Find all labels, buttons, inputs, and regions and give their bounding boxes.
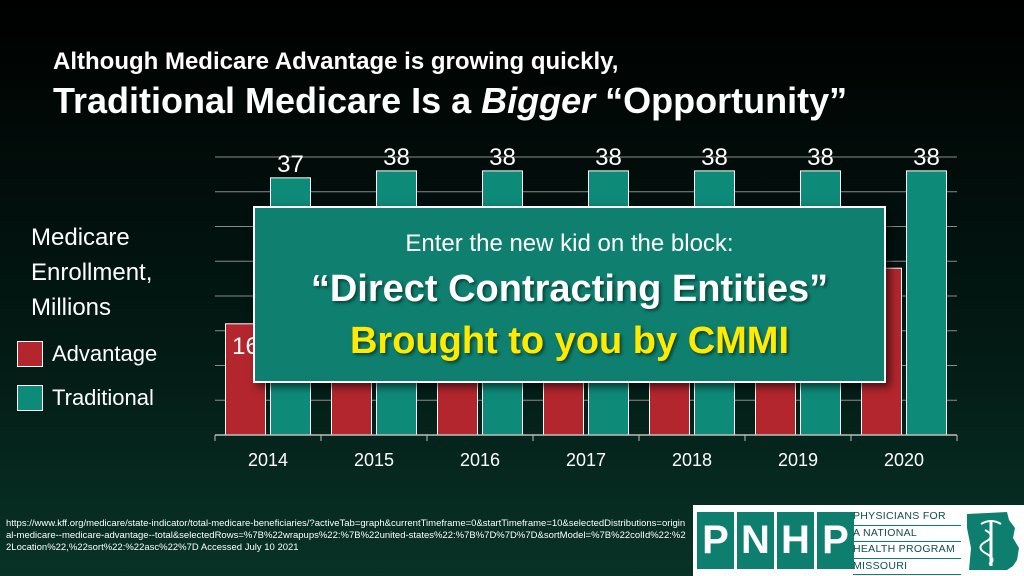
data-label-traditional: 38 bbox=[913, 144, 940, 171]
pnhp-missouri-logo: P N H P PHYSICIANS FOR A NATIONAL HEALTH… bbox=[693, 505, 1024, 576]
logo-text-line: A NATIONAL bbox=[853, 526, 961, 542]
data-label-traditional: 38 bbox=[701, 144, 728, 171]
legend-label-advantage: Advantage bbox=[52, 341, 158, 366]
legend-label-traditional: Traditional bbox=[52, 385, 154, 410]
x-tick-label: 2019 bbox=[778, 450, 818, 470]
bar-traditional bbox=[906, 170, 947, 436]
logo-letter: P bbox=[697, 512, 734, 569]
y-axis-label-line: Medicare bbox=[31, 224, 130, 251]
legend-swatch-traditional bbox=[17, 385, 43, 411]
logo-letter: N bbox=[737, 512, 774, 569]
data-label-traditional: 38 bbox=[383, 144, 410, 171]
y-axis-label-line: Millions bbox=[31, 294, 112, 321]
data-label-traditional: 38 bbox=[489, 144, 516, 171]
data-label-traditional: 37 bbox=[277, 151, 304, 178]
data-label-traditional: 38 bbox=[595, 144, 622, 171]
x-tick-label: 2014 bbox=[248, 450, 288, 470]
legend-swatch-advantage bbox=[17, 341, 43, 367]
logo-letter: P bbox=[817, 512, 854, 569]
legend-item-advantage: Advantage bbox=[17, 340, 157, 368]
callout-intro: Enter the new kid on the block: bbox=[405, 230, 734, 257]
logo-text-line: PHYSICIANS FOR bbox=[853, 509, 961, 526]
title-line2: Traditional Medicare Is a Bigger “Opport… bbox=[53, 80, 847, 122]
logo-letter: H bbox=[777, 512, 814, 569]
missouri-caduceus-icon bbox=[967, 512, 1019, 570]
title-prefix: Traditional Medicare Is a bbox=[53, 80, 482, 121]
x-tick-label: 2020 bbox=[884, 450, 924, 470]
data-label-traditional: 38 bbox=[807, 144, 834, 171]
y-axis-label-line: Enrollment, bbox=[31, 259, 153, 286]
title-line1: Although Medicare Advantage is growing q… bbox=[53, 48, 619, 75]
logo-text-line: MISSOURI bbox=[853, 559, 961, 575]
legend-item-traditional: Traditional bbox=[17, 384, 154, 412]
logo-text: PHYSICIANS FOR A NATIONAL HEALTH PROGRAM… bbox=[853, 509, 961, 575]
source-citation: https://www.kff.org/medicare/state-indic… bbox=[6, 518, 686, 553]
y-axis-label: Medicare Enrollment, Millions bbox=[31, 220, 221, 325]
x-tick-label: 2017 bbox=[566, 450, 606, 470]
callout-headline: “Direct Contracting Entities” bbox=[310, 268, 829, 310]
x-tick-label: 2016 bbox=[460, 450, 500, 470]
title-emphasis: Bigger bbox=[481, 80, 596, 121]
callout-cmmi: Brought to you by CMMI bbox=[349, 320, 790, 362]
x-tick-label: 2015 bbox=[354, 450, 394, 470]
dce-callout-box: Enter the new kid on the block: “Direct … bbox=[253, 206, 886, 383]
logo-letters: P N H P bbox=[697, 512, 854, 569]
title-suffix: “Opportunity” bbox=[595, 80, 848, 121]
logo-text-line: HEALTH PROGRAM bbox=[853, 542, 961, 559]
x-tick-label: 2018 bbox=[672, 450, 712, 470]
